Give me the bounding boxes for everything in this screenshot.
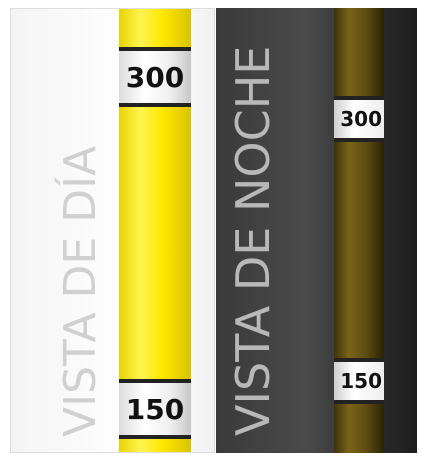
- marker-band: 150: [119, 379, 191, 439]
- marker-band: 150: [334, 358, 384, 404]
- photo: 300 150 VISTA DE DÍA 300 150 VISTA DE NO…: [0, 0, 423, 459]
- caption: VISTA DE NOCHE: [226, 46, 280, 436]
- marker-band: 300: [334, 96, 384, 142]
- marker-band: 300: [119, 47, 191, 107]
- day-panel: 300 150 VISTA DE DÍA: [10, 8, 215, 453]
- olive-pole: 300 150: [334, 8, 384, 453]
- night-panel: 300 150 VISTA DE NOCHE: [216, 8, 417, 453]
- yellow-pole: 300 150: [119, 9, 191, 452]
- caption: VISTA DE DÍA: [55, 146, 106, 437]
